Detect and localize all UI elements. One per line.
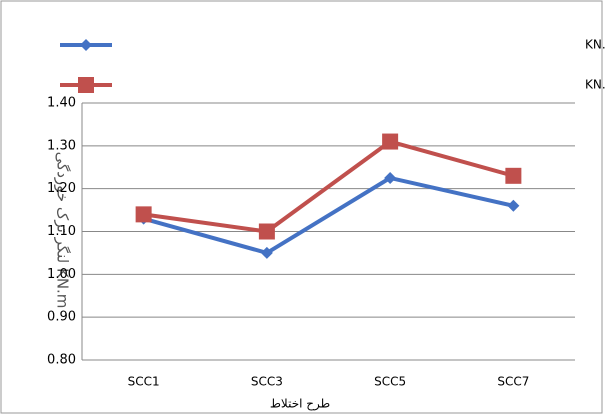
y-tick-label: 0.90 (47, 310, 76, 325)
x-tick-label: SCC5 (374, 375, 406, 389)
y-tick-label: 1.40 (47, 96, 76, 111)
point (384, 171, 397, 184)
y-tick-label: 0.80 (47, 353, 76, 368)
legend-marker (78, 77, 94, 93)
y-tick-label: 1.30 (47, 138, 76, 153)
series-line (143, 139, 514, 234)
y-tick-label: 1.00 (47, 267, 76, 282)
x-tick-label: SCC1 (128, 375, 160, 389)
y-axis-label: لنگر ترک خوردگی KN.m (54, 152, 72, 309)
y-tick-label: 1.10 (47, 224, 76, 239)
point (507, 199, 520, 212)
point (382, 133, 399, 150)
x-axis-label: طرح اختلاط (270, 397, 330, 412)
point (258, 223, 275, 240)
point (505, 167, 522, 184)
legend-label: میزان لنگر ترک خوردگی در آبا و مبحث نهم … (585, 37, 605, 53)
series-line (143, 175, 514, 256)
y-tick-label: 1.20 (47, 181, 76, 196)
point (260, 246, 273, 259)
x-tick-label: SCC3 (251, 375, 283, 389)
point (135, 206, 152, 223)
x-tick-label: SCC7 (497, 375, 529, 389)
legend-label: میزان لنگر ترک خوردگی آزمایشگاهی KN.m (585, 77, 605, 93)
legend-marker (80, 39, 92, 51)
